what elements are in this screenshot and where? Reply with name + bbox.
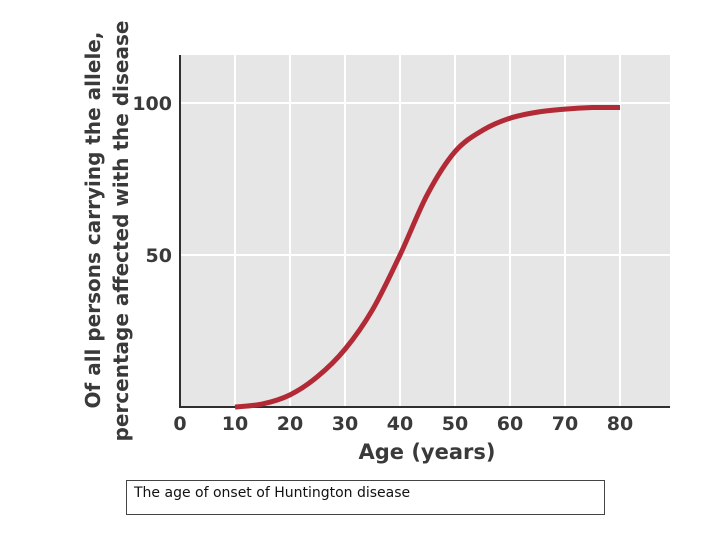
series-group (234, 104, 621, 410)
series-line-1 (234, 104, 621, 410)
axes (179, 55, 670, 408)
y-axis-title: Of all persons carrying the allele, perc… (81, 21, 133, 442)
x-tick-labels: 0 10 20 30 40 50 60 70 80 (173, 413, 633, 435)
figure-caption: The age of onset of Huntington disease (126, 480, 605, 515)
x-tick-label: 60 (497, 413, 523, 435)
x-tick-label: 40 (387, 413, 413, 435)
x-tick-label: 70 (552, 413, 578, 435)
y-axis-title-line-2: percentage affected with the disease (109, 21, 133, 442)
y-tick-labels: 50 100 (132, 93, 172, 267)
y-axis-title-line-1: Of all persons carrying the allele, (81, 32, 105, 409)
plot-area (180, 55, 670, 407)
x-tick-label: 50 (442, 413, 468, 435)
y-tick-label: 50 (146, 245, 172, 267)
x-tick-label: 20 (277, 413, 303, 435)
x-tick-label: 30 (332, 413, 358, 435)
x-tick-label: 0 (173, 413, 186, 435)
x-axis-title: Age (years) (359, 440, 496, 464)
gridlines (180, 55, 670, 407)
x-tick-label: 80 (607, 413, 633, 435)
y-tick-label: 100 (132, 93, 172, 115)
x-tick-label: 10 (222, 413, 248, 435)
